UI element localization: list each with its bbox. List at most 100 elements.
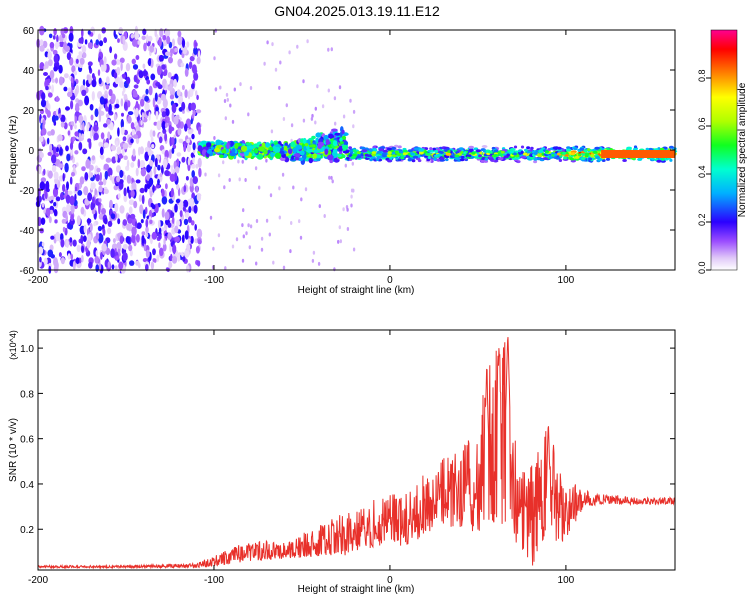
- heatmap-cell: [364, 153, 369, 157]
- heatmap-cell: [40, 217, 46, 225]
- heatmap-cell: [668, 145, 675, 149]
- heatmap-cell: [290, 221, 293, 225]
- heatmap-cell: [176, 89, 181, 97]
- heatmap-cell: [103, 178, 107, 186]
- heatmap-cell: [139, 204, 144, 214]
- heatmap-cell: [285, 103, 288, 108]
- heatmap-cell: [375, 158, 380, 161]
- heatmap-cell: [55, 196, 61, 202]
- heatmap-cell: [78, 141, 83, 151]
- heatmap-cell: [70, 124, 73, 131]
- heatmap-cell: [62, 184, 66, 192]
- heatmap-cell: [171, 38, 175, 47]
- heatmap-cell: [328, 175, 331, 180]
- heatmap-cell: [100, 64, 104, 70]
- heatmap-cell: [97, 233, 104, 244]
- heatmap-cell: [170, 187, 174, 198]
- heatmap-cell: [117, 218, 121, 225]
- heatmap-cell: [537, 157, 541, 161]
- heatmap-cell: [369, 158, 373, 162]
- heatmap-cell: [425, 152, 431, 156]
- heatmap-cell: [144, 183, 148, 193]
- heatmap-cell: [82, 121, 85, 131]
- heatmap-cell: [98, 77, 102, 85]
- heatmap-cell: [100, 132, 105, 140]
- heatmap-cell: [343, 141, 349, 146]
- heatmap-cell: [214, 28, 217, 33]
- heatmap-cell: [278, 85, 281, 90]
- heatmap-cell: [272, 260, 275, 265]
- heatmap-cell: [392, 154, 397, 158]
- heatmap-cell: [197, 239, 202, 245]
- heatmap-cell: [149, 190, 153, 198]
- heatmap-cell: [438, 151, 444, 154]
- heatmap-cell: [158, 242, 161, 249]
- heatmap-cell: [66, 153, 71, 162]
- heatmap-cell: [338, 145, 343, 152]
- heatmap-cell: [545, 150, 549, 154]
- heatmap-cell: [184, 89, 188, 99]
- heatmap-cell: [53, 171, 59, 180]
- heatmap-cell: [44, 61, 49, 69]
- heatmap-cell: [107, 261, 111, 268]
- heatmap-cell: [38, 135, 44, 143]
- heatmap-cell: [167, 232, 172, 241]
- heatmap-cell: [331, 179, 334, 184]
- heatmap-cell: [267, 149, 271, 154]
- heatmap-cell: [151, 204, 156, 210]
- heatmap-cell: [168, 149, 172, 159]
- heatmap-cell: [139, 160, 145, 168]
- heatmap-cell: [82, 235, 87, 242]
- heatmap-cell: [123, 101, 128, 111]
- heatmap-cell: [311, 135, 316, 140]
- heatmap-cell: [185, 264, 190, 273]
- heatmap-cell: [167, 72, 172, 78]
- heatmap-cell: [65, 214, 68, 222]
- heatmap-cell: [158, 54, 164, 62]
- heatmap-cell: [151, 144, 155, 149]
- heatmap-cell: [310, 116, 314, 121]
- heatmap-cell: [120, 126, 125, 136]
- colorbar-ticks: 0.0 0.2 0.4 0.6 0.8: [697, 69, 711, 274]
- heatmap-cell: [506, 153, 511, 157]
- heatmap-cell: [155, 106, 159, 112]
- heatmap-cell: [446, 147, 450, 151]
- heatmap-cell: [167, 86, 174, 91]
- heatmap-cell: [164, 122, 168, 128]
- heatmap-cell: [137, 158, 141, 169]
- heatmap-cell: [58, 252, 62, 258]
- heatmap-cell: [149, 129, 154, 138]
- heatmap-cell: [62, 33, 66, 39]
- heatmap-cell: [213, 136, 216, 140]
- heatmap-cell: [82, 148, 88, 155]
- heatmap-cell: [58, 64, 63, 74]
- heatmap-cell: [302, 79, 305, 84]
- heatmap-cell: [460, 158, 465, 162]
- heatmap-cell: [47, 51, 52, 60]
- spectrogram-heatmap: [35, 25, 678, 274]
- heatmap-cell: [304, 143, 309, 147]
- heatmap-cell: [45, 107, 49, 115]
- heatmap-cell: [72, 260, 76, 271]
- heatmap-cell: [189, 177, 194, 187]
- heatmap-cell: [103, 37, 107, 44]
- heatmap-cell: [87, 61, 93, 67]
- heatmap-cell: [135, 179, 141, 184]
- heatmap-cell: [131, 233, 136, 244]
- heatmap-cell: [148, 111, 151, 121]
- heatmap-cell: [157, 178, 160, 186]
- heatmap-cell: [295, 144, 303, 150]
- heatmap-cell: [352, 149, 357, 153]
- heatmap-cell: [515, 156, 520, 160]
- heatmap-cell: [78, 37, 83, 44]
- heatmap-cell: [127, 237, 130, 244]
- heatmap-cell: [90, 172, 94, 178]
- heatmap-cell: [588, 157, 593, 161]
- heatmap-cell: [70, 214, 74, 222]
- heatmap-cell: [499, 153, 503, 157]
- heatmap-cell: [50, 195, 55, 200]
- heatmap-cell: [274, 152, 282, 159]
- heatmap-cell: [105, 76, 110, 85]
- heatmap-cell: [342, 154, 346, 158]
- heatmap-cell: [114, 103, 120, 109]
